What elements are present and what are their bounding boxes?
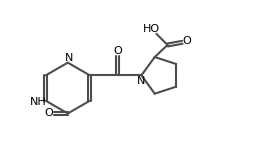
Text: HO: HO xyxy=(143,24,160,34)
Text: O: O xyxy=(44,108,53,118)
Text: O: O xyxy=(113,46,122,56)
Text: N: N xyxy=(137,76,146,86)
Text: N: N xyxy=(65,53,73,63)
Text: O: O xyxy=(183,36,191,46)
Text: NH: NH xyxy=(30,97,47,107)
